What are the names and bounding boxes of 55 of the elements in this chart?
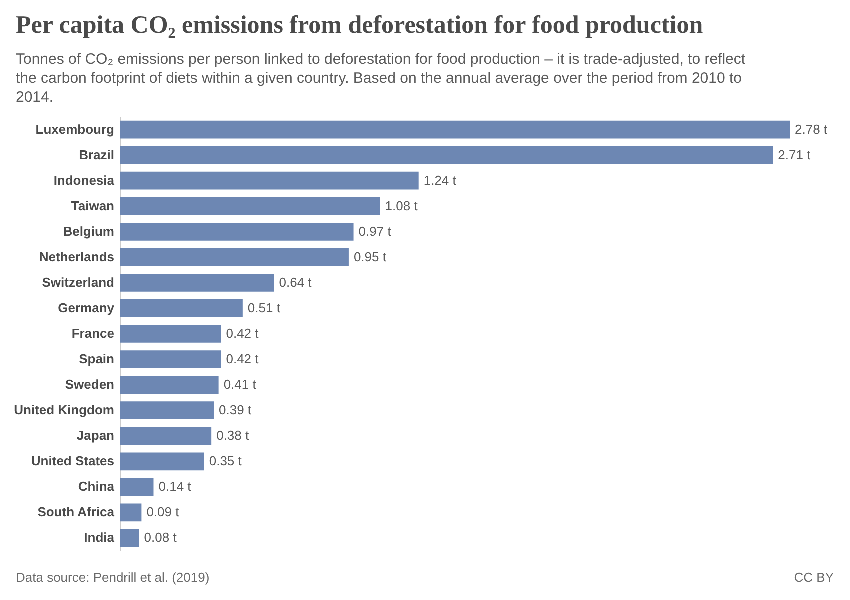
data-label: 0.51 t: [248, 300, 281, 316]
data-label: 0.14 t: [158, 479, 192, 494]
y-tick-label: Japan: [76, 428, 115, 444]
data-label: 0.64 t: [279, 274, 312, 290]
data-label: 0.42 t: [226, 326, 260, 341]
data-label: 0.95 t: [354, 249, 387, 264]
y-tick-label: Indonesia: [54, 172, 116, 188]
chart-title: Per capita CO₂ emissions from deforestation for food production: [16, 12, 704, 40]
y-tick-label: United States: [31, 454, 114, 469]
y-tick-label: Sweden: [65, 377, 115, 392]
y-tick-label: Luxembourg: [36, 122, 115, 137]
bar: [120, 300, 243, 318]
y-tick-label: China: [78, 479, 116, 494]
y-tick-label: Spain: [79, 352, 115, 367]
bar: [120, 197, 380, 216]
bar: [120, 274, 274, 292]
bar: [120, 402, 214, 420]
y-tick-label: Taiwan: [71, 198, 115, 214]
data-label: 0.08 t: [144, 530, 178, 546]
y-tick-label: Netherlands: [39, 249, 114, 264]
bar: [120, 222, 354, 241]
y-tick-label: India: [84, 530, 116, 546]
bar: [120, 172, 419, 190]
data-label: 1.08 t: [385, 198, 418, 214]
text: CC BY: [794, 570, 834, 585]
bar: [120, 478, 154, 496]
data-label: 0.35 t: [209, 454, 242, 469]
y-tick-label: South Africa: [38, 504, 116, 520]
bar: [120, 325, 222, 343]
bar: [120, 529, 140, 548]
data-label: 0.39 t: [218, 402, 252, 418]
y-tick-label: United Kingdom: [14, 402, 114, 418]
data-label: 0.38 t: [216, 428, 250, 444]
chart-subtitle: Tonnes of CO₂ emissions per person linked to deforestation for food production – it is trade-adjusted, to reflect the carbon footprint of diets within a given country. Based on the annual average over the period from 2010 to 2014.: [16, 50, 746, 107]
source-note: Data source: Pendrill et al. (2019): [16, 570, 210, 585]
data-label: 0.09 t: [146, 504, 180, 520]
bar: [120, 146, 774, 164]
data-label: 2.71 t: [778, 147, 812, 162]
data-label: 0.97 t: [358, 224, 392, 239]
y-tick-label: Belgium: [63, 224, 114, 239]
data-label: 1.24 t: [424, 172, 457, 188]
y-tick-label: France: [72, 326, 114, 341]
bar: [120, 452, 204, 471]
y-tick-label: Brazil: [79, 147, 114, 162]
bar: [120, 350, 222, 368]
data-label: 0.42 t: [226, 352, 260, 367]
bar: [120, 504, 142, 522]
data-label: 0.41 t: [224, 377, 257, 392]
bar: [120, 120, 790, 139]
y-tick-label: Germany: [58, 300, 116, 316]
bar: [120, 376, 219, 394]
y-tick-label: Switzerland: [42, 274, 115, 290]
data-label: 2.78 t: [795, 122, 828, 137]
bar: [120, 248, 349, 266]
bar: [120, 427, 212, 446]
